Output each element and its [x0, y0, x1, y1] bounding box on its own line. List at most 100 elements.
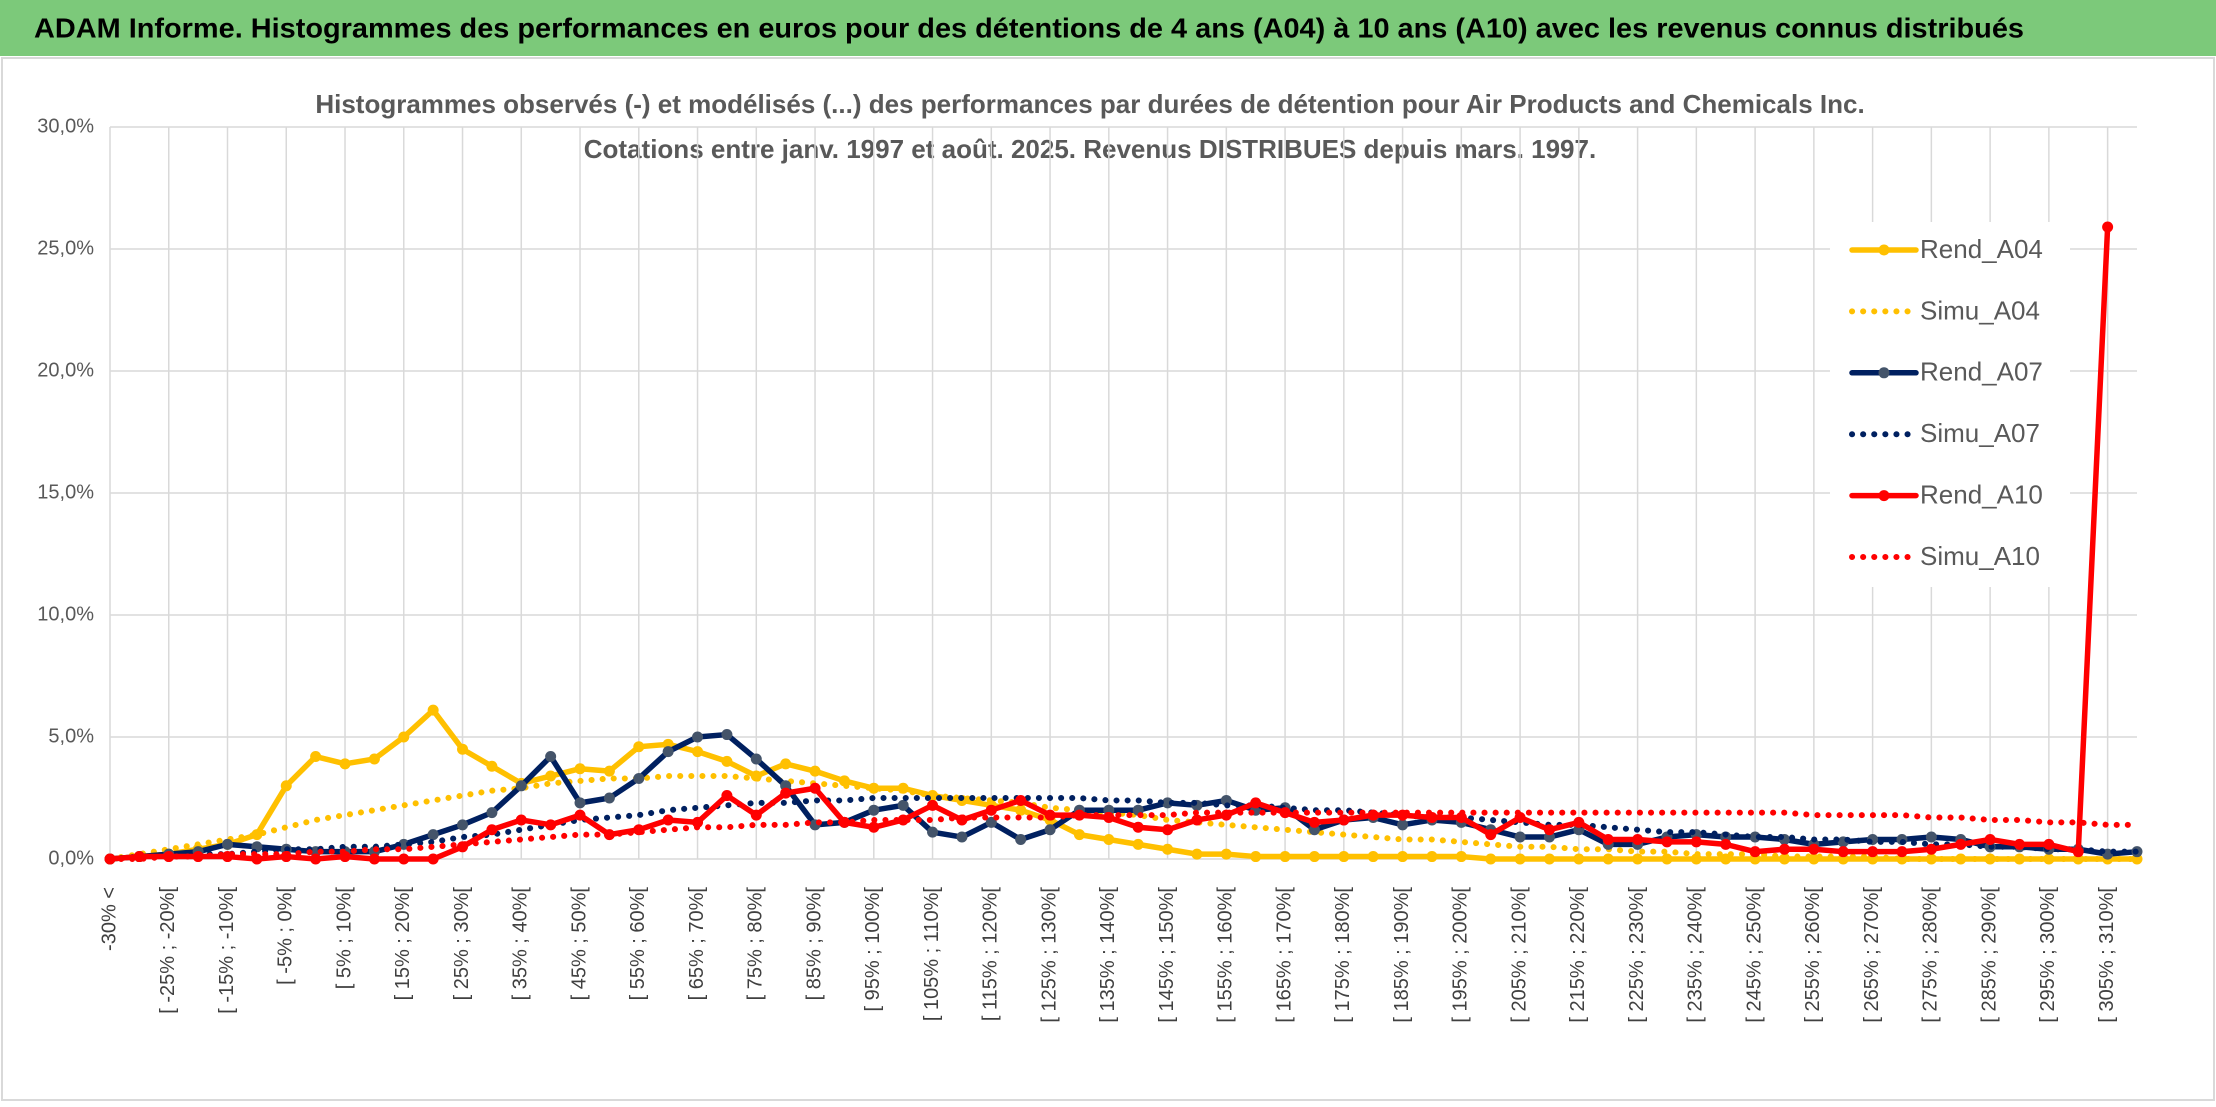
chart-title: Histogrammes observés (-) et modélisés (… — [315, 89, 1864, 119]
data-point — [1632, 853, 1644, 865]
data-point — [1397, 851, 1409, 863]
y-tick-label: 10,0% — [37, 603, 94, 625]
legend-label: Simu_A04 — [1920, 295, 2040, 325]
data-point — [956, 831, 968, 843]
data-point — [1103, 833, 1115, 845]
legend-label: Rend_A07 — [1920, 357, 2043, 387]
legend-label: Simu_A07 — [1920, 418, 2040, 448]
data-point — [868, 821, 880, 833]
data-point — [1250, 797, 1262, 809]
data-point — [1015, 804, 1027, 816]
data-point — [1749, 846, 1761, 858]
data-point — [780, 758, 792, 770]
data-point — [2043, 838, 2055, 850]
data-point — [427, 853, 439, 865]
x-tick-label: [ 195% ; 200%[ — [1450, 887, 1472, 1023]
data-point — [1162, 797, 1174, 809]
model-line — [107, 773, 2140, 862]
x-tick-label: [ 145% ; 150%[ — [1156, 887, 1178, 1023]
data-point — [1250, 851, 1262, 863]
data-point — [1543, 824, 1555, 836]
y-tick-label: 20,0% — [37, 359, 94, 381]
data-point — [1044, 824, 1056, 836]
data-point — [1778, 843, 1790, 855]
data-point — [1455, 851, 1467, 863]
data-point — [1162, 824, 1174, 836]
data-point — [662, 814, 674, 826]
legend-label: Rend_A10 — [1920, 479, 2043, 509]
x-tick-label: [ 245% ; 250%[ — [1743, 887, 1765, 1023]
x-tick-label: [ 35% ; 40%[ — [510, 887, 532, 1001]
data-point — [603, 765, 615, 777]
data-point — [633, 772, 645, 784]
data-point — [721, 729, 733, 741]
data-point — [897, 799, 909, 811]
data-point — [398, 838, 410, 850]
data-point — [927, 799, 939, 811]
data-point — [809, 782, 821, 794]
data-point — [515, 814, 527, 826]
data-point — [603, 792, 615, 804]
data-point — [486, 807, 498, 819]
data-point — [1867, 846, 1879, 858]
x-tick-label: [ 215% ; 220%[ — [1567, 887, 1589, 1023]
x-tick-label: [ 75% ; 80%[ — [745, 887, 767, 1001]
x-tick-label: [ 55% ; 60%[ — [627, 887, 649, 1001]
data-point — [2013, 838, 2025, 850]
data-point — [368, 753, 380, 765]
data-point — [721, 755, 733, 767]
data-point — [486, 824, 498, 836]
x-tick-label: [ 175% ; 180%[ — [1332, 887, 1354, 1023]
data-point — [398, 853, 410, 865]
x-tick-label: [ 275% ; 280%[ — [1920, 887, 1942, 1023]
data-point — [398, 731, 410, 743]
data-point — [1690, 836, 1702, 848]
data-point — [310, 853, 322, 865]
data-point — [721, 790, 733, 802]
data-point — [927, 826, 939, 838]
legend-marker — [1878, 244, 1890, 256]
data-point — [1308, 816, 1320, 828]
data-point — [1426, 851, 1438, 863]
data-point — [1191, 848, 1203, 860]
x-tick-label: -30% < — [98, 887, 120, 951]
data-point — [545, 819, 557, 831]
x-tick-label: [ 25% ; 30%[ — [451, 887, 473, 1001]
data-point — [574, 763, 586, 775]
data-point — [1338, 814, 1350, 826]
x-tick-label: [ 15% ; 20%[ — [392, 887, 414, 1001]
x-tick-label: [ -15% ; -10%[ — [216, 887, 238, 1014]
data-point — [574, 809, 586, 821]
y-tick-label: 25,0% — [37, 237, 94, 259]
x-tick-label: [ 165% ; 170%[ — [1273, 887, 1295, 1023]
x-tick-label: [ 235% ; 240%[ — [1685, 887, 1707, 1023]
data-point — [633, 741, 645, 753]
data-point — [2072, 846, 2084, 858]
data-point — [1720, 838, 1732, 850]
x-tick-label: [ -25% ; -20%[ — [157, 887, 179, 1014]
chart-subtitle: Cotations entre janv. 1997 et août. 2025… — [584, 134, 1596, 164]
observed-line — [107, 731, 2140, 862]
data-point — [339, 758, 351, 770]
x-tick-label: [ 255% ; 260%[ — [1802, 887, 1824, 1023]
data-point — [1984, 833, 1996, 845]
data-point — [1132, 821, 1144, 833]
y-tick-label: 30,0% — [37, 115, 94, 137]
data-point — [692, 746, 704, 758]
x-tick-label: [ 265% ; 270%[ — [1861, 887, 1883, 1023]
data-point — [1896, 846, 1908, 858]
x-tick-label: [ -5% ; 0%[ — [275, 887, 297, 985]
data-point — [662, 746, 674, 758]
data-point — [1162, 843, 1174, 855]
data-point — [280, 780, 292, 792]
y-tick-label: 0,0% — [48, 847, 94, 869]
data-point — [1661, 853, 1673, 865]
data-point — [1015, 794, 1027, 806]
data-point — [780, 787, 792, 799]
data-point — [809, 765, 821, 777]
data-point — [1573, 816, 1585, 828]
y-tick-label: 15,0% — [37, 481, 94, 503]
x-tick-label: [ 65% ; 70%[ — [686, 887, 708, 1001]
page-title: ADAM Informe. Histogrammes des performan… — [34, 12, 2024, 43]
